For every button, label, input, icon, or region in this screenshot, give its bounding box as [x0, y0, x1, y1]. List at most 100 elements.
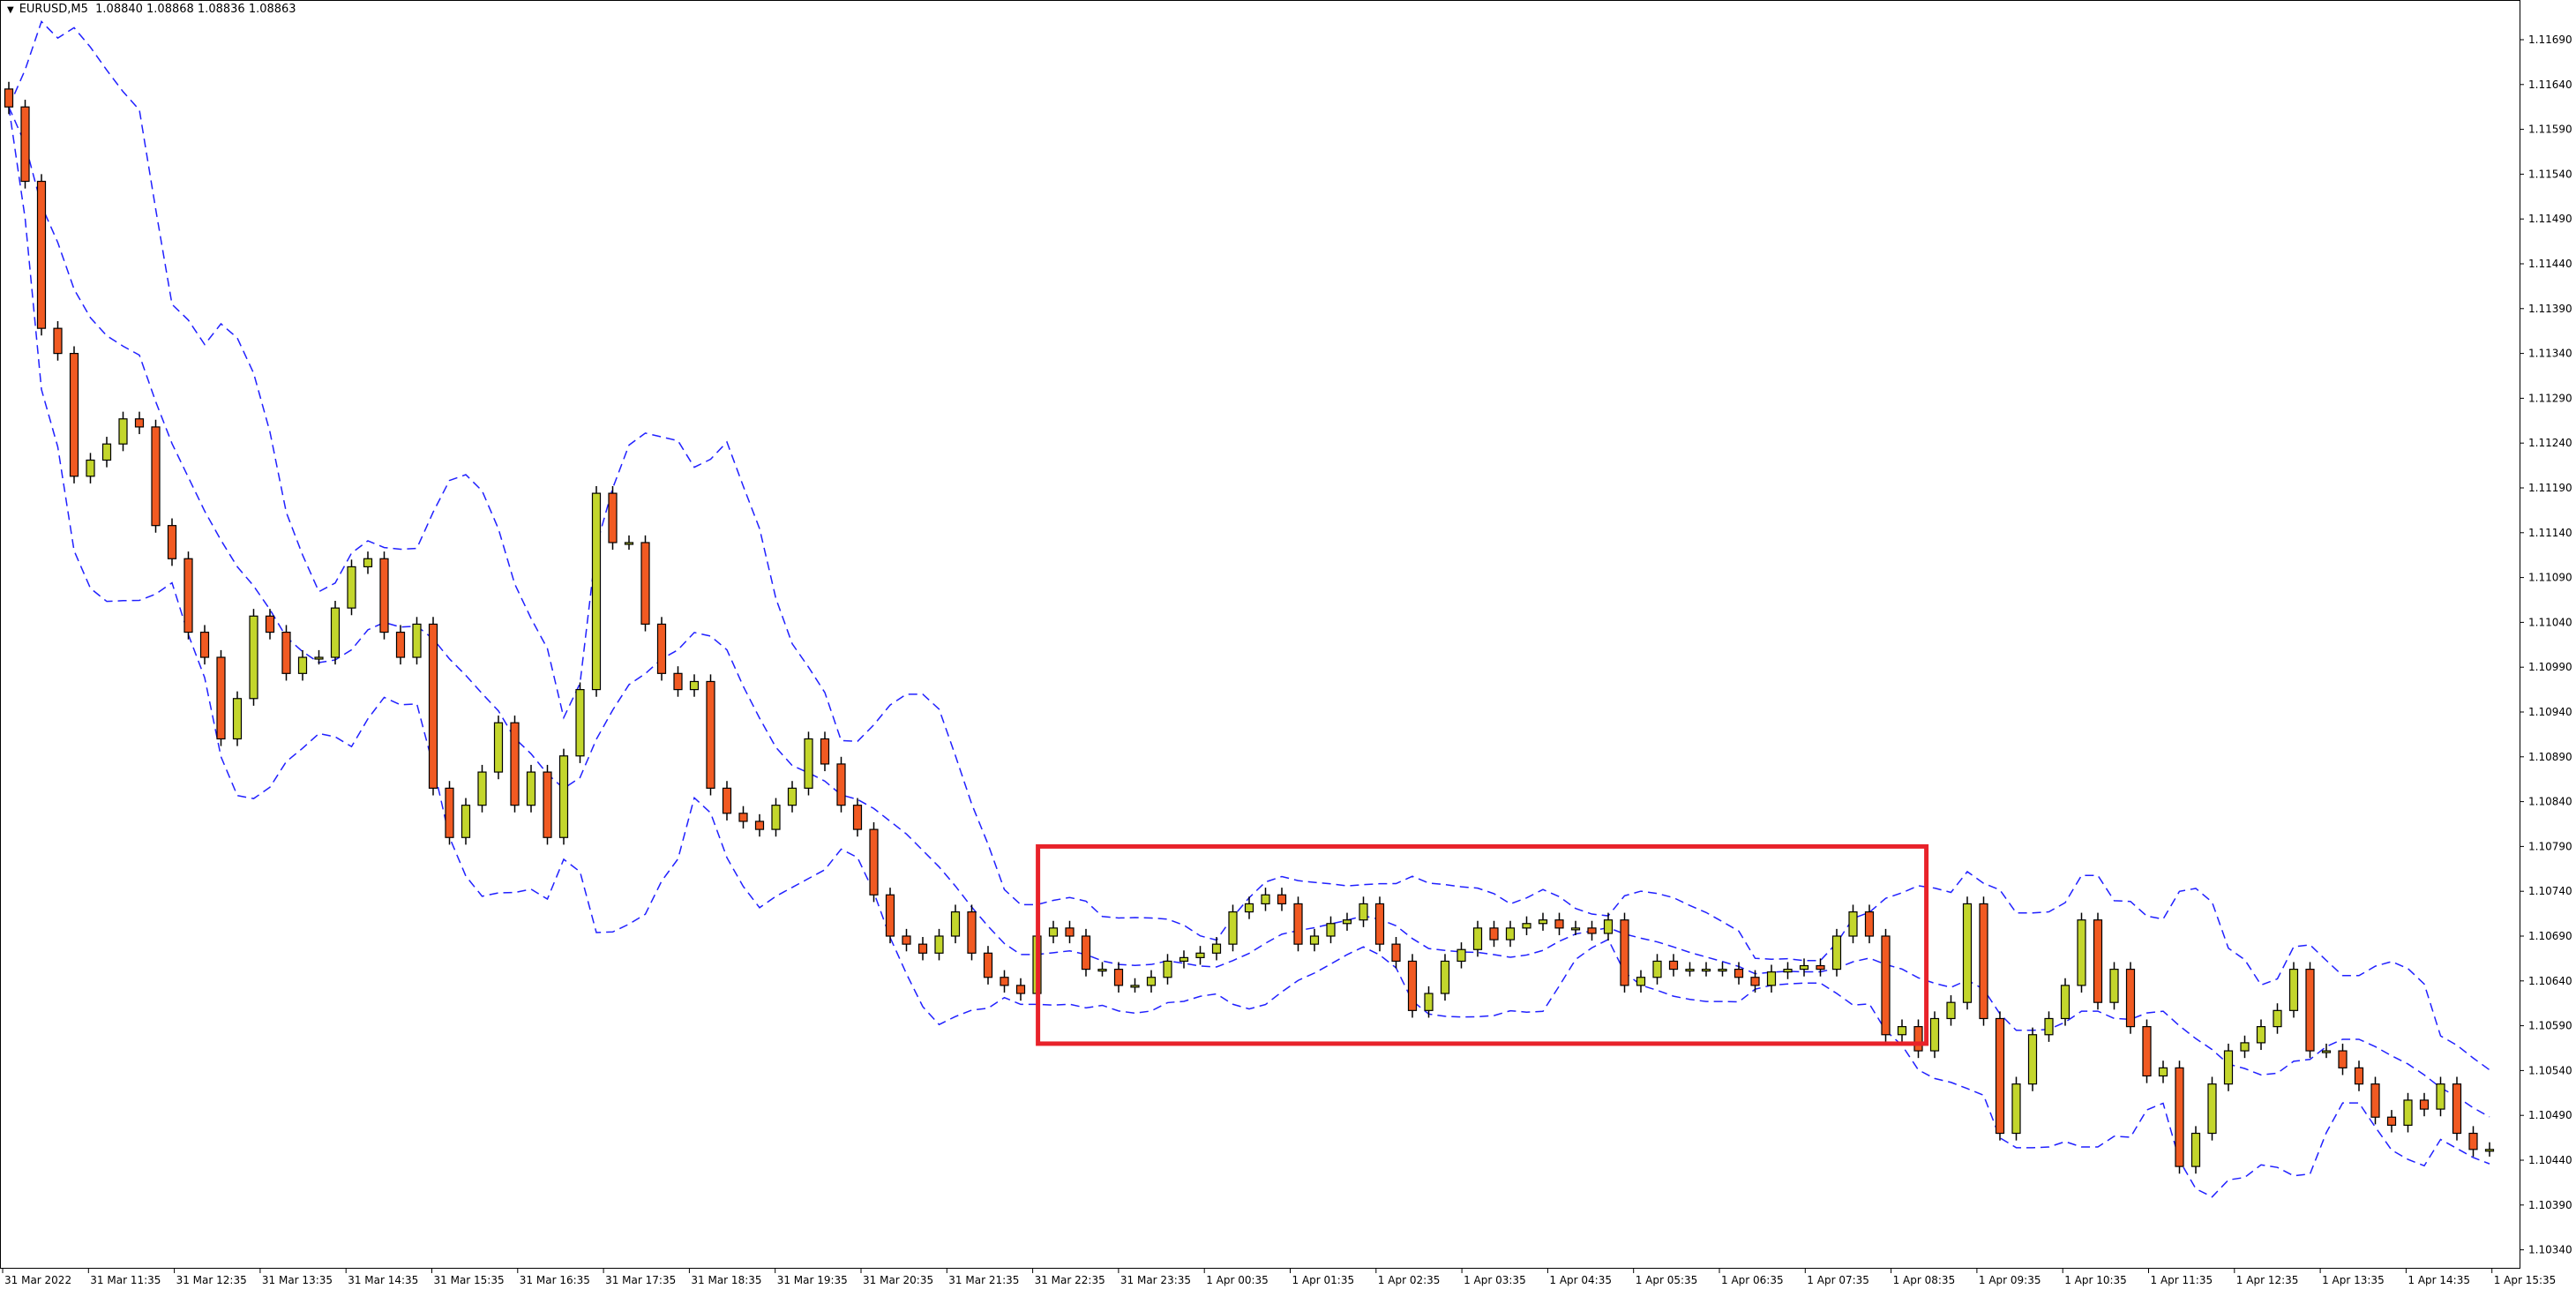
bear-candle	[265, 615, 275, 633]
y-tick-label: 1.10590	[2528, 1020, 2572, 1032]
triangle-down-icon[interactable]: ▼	[7, 5, 14, 15]
y-tick-label: 1.11440	[2528, 258, 2572, 270]
y-tick-label: 1.10740	[2528, 885, 2572, 897]
bull-candle	[1424, 993, 1434, 1011]
bear-candle	[1913, 1026, 1923, 1052]
bear-candle	[2419, 1099, 2430, 1110]
bull-candle	[1603, 919, 1614, 934]
bear-candle	[1015, 985, 1026, 994]
bull-candle	[1211, 943, 1222, 954]
bull-candle	[2484, 1149, 2495, 1152]
bull-candle	[1831, 935, 1842, 970]
bear-candle	[2338, 1050, 2348, 1068]
x-tick-label: 31 Mar 19:35	[777, 1274, 848, 1286]
bull-candle	[558, 755, 569, 838]
bull-candle	[1456, 948, 1466, 963]
bear-candle	[1750, 977, 1760, 986]
y-tick-label: 1.11290	[2528, 392, 2572, 404]
bear-candle	[379, 558, 389, 633]
y-tick-label: 1.11640	[2528, 79, 2572, 91]
bear-candle	[1995, 1017, 2005, 1135]
x-tick-label: 31 Mar 12:35	[176, 1274, 247, 1286]
bear-candle	[183, 558, 193, 633]
bear-candle	[2142, 1026, 2152, 1077]
time-axis: 31 Mar 2022 31 Mar 11:35 31 Mar 12:35 31 Ma…	[2, 1268, 2557, 1286]
bull-candle	[1359, 903, 1368, 921]
y-tick-label: 1.11340	[2528, 348, 2572, 360]
lower-band-line	[8, 107, 2490, 1198]
bull-candle	[297, 656, 308, 674]
bull-candle	[1570, 927, 1581, 931]
bull-candle	[1538, 919, 1548, 925]
y-tick-label: 1.10790	[2528, 840, 2572, 852]
bull-candle	[1636, 977, 1646, 986]
bear-candle	[706, 680, 715, 789]
x-tick-label: 1 Apr 15:35	[2494, 1274, 2557, 1286]
bull-candle	[526, 771, 536, 806]
bear-candle	[1979, 903, 1988, 1020]
bear-candle	[2452, 1083, 2462, 1135]
bear-candle	[2305, 968, 2315, 1052]
bear-candle	[69, 353, 79, 477]
bull-candle	[1163, 960, 1172, 978]
bull-candle	[232, 698, 243, 740]
bull-candle	[591, 492, 602, 691]
bull-candle	[2240, 1042, 2250, 1052]
bear-candle	[722, 787, 732, 814]
highlight-rectangle[interactable]	[1036, 843, 1929, 1046]
bear-candle	[1000, 977, 1009, 986]
bull-candle	[1897, 1026, 1907, 1036]
bull-candle	[2060, 985, 2071, 1020]
bear-candle	[281, 631, 291, 674]
bull-candle	[1440, 960, 1450, 994]
bull-candle	[461, 805, 471, 838]
x-tick-label: 1 Apr 12:35	[2236, 1274, 2299, 1286]
x-tick-label: 1 Apr 03:35	[1464, 1274, 1526, 1286]
bull-candle	[2223, 1050, 2234, 1085]
bull-candle	[2288, 968, 2299, 1011]
bear-candle	[1407, 960, 1418, 1011]
bull-candle	[787, 787, 798, 806]
bull-candle	[2207, 1083, 2217, 1135]
y-tick-label: 1.10540	[2528, 1064, 2572, 1076]
x-tick-label: 1 Apr 08:35	[1893, 1274, 1956, 1286]
bull-candle	[2273, 1009, 2282, 1028]
bear-candle	[1113, 968, 1124, 986]
bull-candle	[2158, 1067, 2168, 1077]
bear-candle	[36, 180, 47, 329]
x-tick-label: 31 Mar 15:35	[434, 1274, 505, 1286]
y-tick-label: 1.10890	[2528, 751, 2572, 763]
bear-candle	[53, 327, 63, 355]
bear-candle	[4, 88, 14, 108]
bull-candle	[1342, 919, 1352, 925]
bull-candle	[1848, 911, 1858, 937]
x-tick-label: 31 Mar 17:35	[605, 1274, 676, 1286]
bull-candle	[2436, 1083, 2445, 1110]
bull-candle	[1309, 935, 1320, 945]
bull-candle	[314, 656, 324, 660]
bear-candle	[395, 631, 406, 658]
bull-candle	[1522, 923, 1531, 929]
bear-candle	[738, 813, 748, 822]
y-tick-label: 1.10940	[2528, 706, 2572, 718]
x-tick-label: 1 Apr 13:35	[2322, 1274, 2385, 1286]
y-tick-label: 1.11090	[2528, 572, 2572, 584]
x-tick-label: 31 Mar 23:35	[1120, 1274, 1191, 1286]
bull-candle	[1718, 968, 1727, 972]
bull-candle	[2027, 1034, 2038, 1085]
ohlc-readout: 1.08840 1.08868 1.08836 1.08863	[95, 3, 296, 16]
candles	[4, 81, 2495, 1174]
bear-candle	[1864, 911, 1875, 937]
bull-candle	[1326, 923, 1336, 937]
bear-candle	[869, 828, 879, 896]
bear-candle	[167, 525, 177, 559]
bear-candle	[2386, 1116, 2397, 1126]
bull-candle	[1929, 1017, 1940, 1052]
bull-candle	[1652, 960, 1662, 978]
bear-candle	[754, 821, 765, 830]
bear-candle	[199, 631, 210, 658]
bear-candle	[151, 426, 161, 527]
x-tick-label: 1 Apr 00:35	[1206, 1274, 1269, 1286]
bull-candle	[412, 623, 422, 658]
